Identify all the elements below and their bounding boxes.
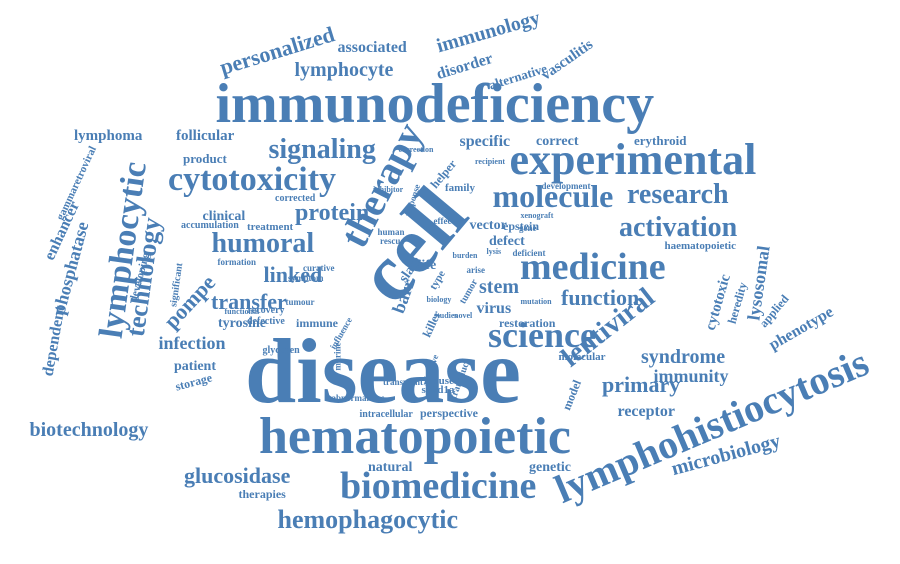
word: humoral xyxy=(211,228,315,259)
word: erythroid xyxy=(634,132,687,148)
word: glycogen xyxy=(262,345,300,356)
word: stem xyxy=(479,276,519,298)
word: defective xyxy=(247,316,285,327)
word: perspective xyxy=(420,406,478,420)
word: biomedicine xyxy=(340,465,537,507)
word: sh2d1a xyxy=(421,383,455,396)
word: effector xyxy=(433,215,463,226)
word: signaling xyxy=(268,134,376,165)
word: haematopoietic xyxy=(664,239,736,252)
word: natural xyxy=(368,460,413,475)
word: associated xyxy=(337,39,407,56)
word: mutation xyxy=(520,297,552,306)
word: immunity xyxy=(653,366,729,386)
word: formation xyxy=(217,256,257,267)
word: tyrosine xyxy=(218,316,266,331)
word: genetic xyxy=(529,460,571,475)
word: family xyxy=(445,181,475,194)
word: follicular xyxy=(176,127,235,144)
word: experimental xyxy=(509,135,757,184)
word: restoration xyxy=(499,316,556,330)
word: clinical xyxy=(202,209,246,224)
word: therapies xyxy=(238,487,286,501)
word: life xyxy=(417,258,437,273)
word: glucosidase xyxy=(184,463,291,488)
word: xenograft xyxy=(520,211,554,220)
word: symptom xyxy=(288,272,324,283)
word: vector xyxy=(469,218,507,233)
word: deficient xyxy=(512,247,546,258)
word: inhibitor xyxy=(373,185,404,194)
word: abnormalities xyxy=(331,392,385,403)
word: model xyxy=(558,377,584,413)
word: functional xyxy=(224,307,260,316)
word: product xyxy=(183,150,227,166)
word: biology xyxy=(426,295,452,304)
word: tumour xyxy=(285,296,315,307)
word: development xyxy=(541,180,591,191)
word: treatment xyxy=(247,220,294,233)
word: protein xyxy=(295,200,370,226)
word: rescue xyxy=(380,235,405,246)
word: immune xyxy=(296,316,338,330)
word: recipient xyxy=(475,157,506,166)
word: primary xyxy=(602,372,681,397)
word: biotechnology xyxy=(29,419,149,441)
word: hemophagocytic xyxy=(277,505,459,534)
word: function xyxy=(561,285,640,310)
word: burden xyxy=(452,251,478,260)
word: molecular xyxy=(558,350,606,363)
word: recovery xyxy=(247,305,285,316)
word: novel xyxy=(454,311,473,320)
word: transplant xyxy=(383,376,424,387)
word: patient xyxy=(174,359,216,374)
word: curative xyxy=(303,262,335,273)
word: research xyxy=(627,179,729,210)
word: virus xyxy=(476,300,512,317)
word: defect xyxy=(489,234,525,249)
word: science xyxy=(488,315,596,355)
word: storage xyxy=(173,370,214,394)
word: intracellular xyxy=(359,409,413,420)
word: medicine xyxy=(520,246,666,288)
word: activation xyxy=(619,212,738,243)
word: mouse xyxy=(424,374,454,387)
word: hematopoietic xyxy=(259,408,571,465)
word: dependent xyxy=(39,304,69,378)
word: lysis xyxy=(486,247,502,256)
word: epstein xyxy=(503,219,539,233)
word: linked xyxy=(263,262,323,287)
word: studies xyxy=(434,311,458,320)
word: disease xyxy=(245,320,521,422)
word: immunology xyxy=(433,6,543,58)
word: specific xyxy=(459,133,511,150)
word: infection xyxy=(158,333,226,353)
word: accumulation xyxy=(181,220,239,231)
word: cytotoxicity xyxy=(168,161,337,198)
word: molecule xyxy=(492,178,614,214)
word: arise xyxy=(466,264,486,275)
word: transfer xyxy=(211,289,287,314)
word: correct xyxy=(536,134,579,149)
word: lymphocyte xyxy=(294,59,394,81)
word: immunodeficiency xyxy=(215,73,655,135)
word: corrected xyxy=(275,193,316,204)
word: lymphoma xyxy=(74,127,143,144)
word: human xyxy=(377,226,405,237)
word: receptor xyxy=(617,403,675,420)
word: syndrome xyxy=(641,346,726,368)
word: correction xyxy=(398,145,434,154)
word: gene xyxy=(519,222,537,233)
